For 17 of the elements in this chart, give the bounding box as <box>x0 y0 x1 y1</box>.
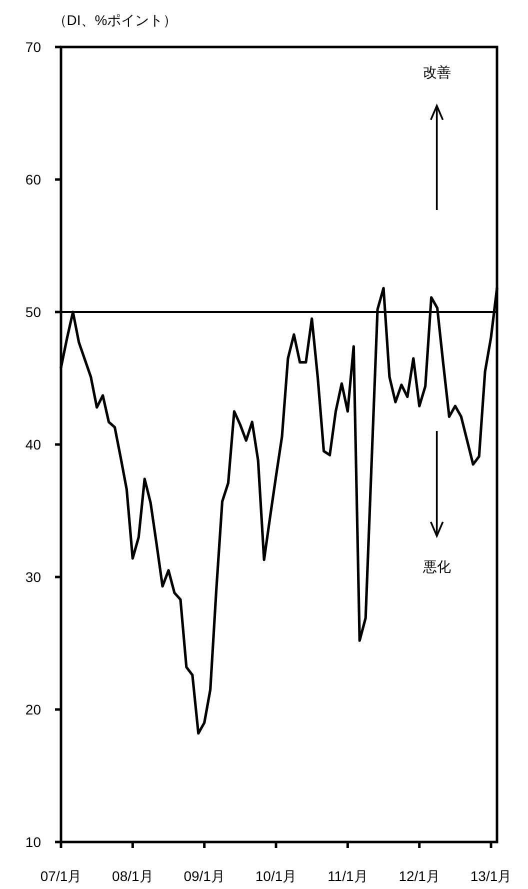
annotation: 悪化 <box>422 558 451 575</box>
x-tick-label: 10/1月 <box>255 868 297 884</box>
y-tick-label: 30 <box>25 569 42 585</box>
x-tick-label: 13/1月 <box>470 868 512 884</box>
y-tick-label: 60 <box>25 172 42 188</box>
x-tick-label: 12/1月 <box>398 868 440 884</box>
annotation: 改善 <box>422 64 451 80</box>
y-tick-label: 10 <box>25 834 42 850</box>
y-tick-label: 20 <box>25 702 42 718</box>
y-tick-label: 40 <box>25 436 42 452</box>
x-tick-label: 07/1月 <box>40 868 82 884</box>
x-tick-label: 09/1月 <box>184 868 225 884</box>
x-tick-label: 08/1月 <box>112 868 154 884</box>
y-tick-label: 70 <box>25 39 42 55</box>
y-tick-label: 50 <box>25 304 42 320</box>
y-axis-title: （DI、%ポイント） <box>52 12 178 28</box>
x-tick-label: 11/1月 <box>328 868 368 884</box>
